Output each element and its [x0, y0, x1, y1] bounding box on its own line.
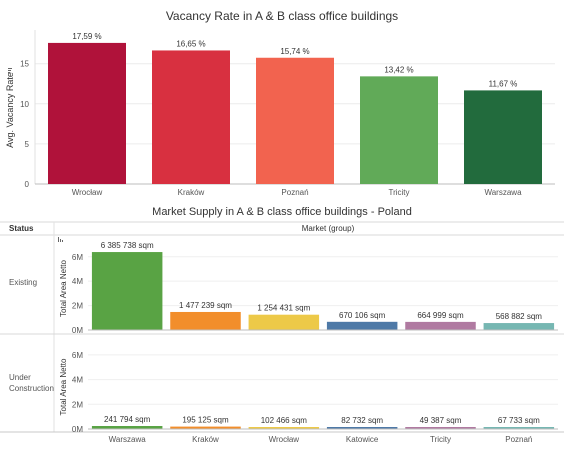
vacancy-chart-title: Vacancy Rate in A & B class office build…	[166, 9, 398, 23]
supply-rows: Existing Total Area Netto 0M 2M 4M 6M 6 385 73…	[9, 237, 558, 434]
supply-sort-icon[interactable]	[58, 237, 63, 242]
supply-bar[interactable]	[248, 427, 320, 429]
vacancy-bar[interactable]	[360, 76, 438, 184]
supply-row: Under Construction Total Area Netto 0M 2M 4M 6…	[9, 351, 558, 434]
supply-value-label: 1 477 239 sqm	[179, 301, 232, 310]
supply-bar[interactable]	[248, 314, 320, 330]
supply-value-label: 241 794 sqm	[104, 415, 151, 424]
supply-value-label: 67 733 sqm	[498, 416, 540, 425]
supply-y-tick-label: 2M	[72, 400, 83, 409]
vacancy-y-ticks: 0 5 10 15	[20, 60, 29, 189]
supply-bar[interactable]	[91, 252, 163, 330]
vacancy-category-labels: Wrocław Kraków Poznań Tricity Warszawa	[72, 188, 522, 197]
vacancy-value-label: 11,67 %	[489, 79, 518, 88]
supply-value-label: 82 732 sqm	[341, 416, 383, 425]
vacancy-value-labels: 17,59 % 16,65 % 15,74 % 13,42 % 11,67 %	[72, 32, 517, 88]
vacancy-value-label: 15,74 %	[280, 47, 309, 56]
supply-y-tick-label: 0M	[72, 326, 83, 335]
supply-value-label: 568 882 sqm	[496, 312, 543, 321]
vacancy-bar[interactable]	[464, 90, 542, 184]
supply-y-axis-label: Total Area Netto	[59, 259, 68, 316]
supply-y-tick-label: 0M	[72, 425, 83, 434]
vacancy-value-label: 17,59 %	[72, 32, 101, 41]
vacancy-value-label: 16,65 %	[176, 39, 205, 48]
supply-category-label: Poznań	[505, 435, 532, 444]
vacancy-category-label: Warszawa	[484, 188, 522, 197]
vacancy-value-label: 13,42 %	[384, 65, 413, 74]
supply-y-tick-label: 4M	[72, 376, 83, 385]
vacancy-y-axis-label: Avg. Vacancy Rate	[5, 72, 15, 148]
supply-row: Existing Total Area Netto 0M 2M 4M 6M 6 385 73…	[9, 241, 558, 335]
supply-bar[interactable]	[483, 427, 555, 429]
supply-value-label: 664 999 sqm	[417, 311, 464, 320]
status-row-label: Existing	[9, 278, 37, 287]
vacancy-bar[interactable]	[48, 42, 126, 184]
supply-y-tick-label: 6M	[72, 253, 83, 262]
vacancy-y-tick-label: 15	[20, 60, 29, 69]
market-group-column-header: Market (group)	[302, 224, 355, 233]
supply-value-label: 49 387 sqm	[420, 416, 462, 425]
vacancy-bar[interactable]	[152, 50, 230, 184]
supply-category-labels: Warszawa Kraków Wrocław Katowice Tricity Pozn…	[109, 435, 533, 444]
supply-bar[interactable]	[170, 426, 241, 429]
supply-bar[interactable]	[483, 323, 555, 330]
vacancy-category-label: Poznań	[281, 188, 308, 197]
supply-value-label: 195 125 sqm	[182, 416, 229, 425]
vacancy-category-label: Wrocław	[72, 188, 103, 197]
supply-bar[interactable]	[405, 321, 476, 330]
supply-chart-title: Market Supply in A & B class office buil…	[152, 206, 412, 218]
vacancy-rate-chart: Vacancy Rate in A & B class office build…	[5, 9, 555, 197]
supply-value-label: 1 254 431 sqm	[257, 304, 310, 313]
supply-bar[interactable]	[326, 321, 398, 330]
vacancy-bars	[48, 42, 542, 184]
supply-y-tick-label: 4M	[72, 277, 83, 286]
supply-bar[interactable]	[326, 427, 398, 429]
supply-y-tick-label: 6M	[72, 351, 83, 360]
supply-value-label: 670 106 sqm	[339, 311, 386, 320]
supply-category-label: Kraków	[192, 435, 219, 444]
status-column-header: Status	[9, 224, 34, 233]
supply-value-label: 102 466 sqm	[261, 416, 308, 425]
vacancy-y-tick-label: 5	[25, 140, 30, 149]
supply-y-axis-label: Total Area Netto	[59, 358, 68, 415]
vacancy-category-label: Kraków	[178, 188, 205, 197]
supply-category-label: Wrocław	[269, 435, 300, 444]
vacancy-y-tick-label: 10	[20, 100, 29, 109]
supply-bar[interactable]	[91, 426, 163, 429]
supply-value-label: 6 385 738 sqm	[101, 241, 154, 250]
supply-bar[interactable]	[170, 311, 241, 330]
status-row-label: Construction	[9, 384, 54, 393]
vacancy-category-label: Tricity	[388, 188, 409, 197]
supply-category-label: Katowice	[346, 435, 379, 444]
vacancy-sort-icon[interactable]	[8, 68, 12, 73]
supply-category-label: Warszawa	[109, 435, 147, 444]
supply-bar[interactable]	[405, 427, 476, 429]
vacancy-y-tick-label: 0	[25, 180, 30, 189]
supply-y-tick-label: 2M	[72, 302, 83, 311]
status-row-label: Under	[9, 373, 31, 382]
supply-category-label: Tricity	[430, 435, 451, 444]
vacancy-bar[interactable]	[256, 57, 334, 184]
